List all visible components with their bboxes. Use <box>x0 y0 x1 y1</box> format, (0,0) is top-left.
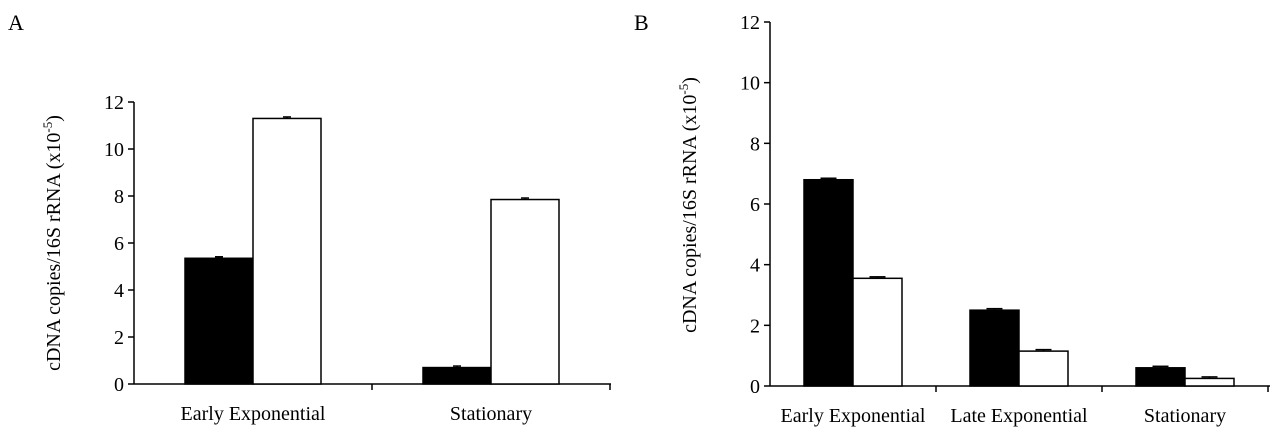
y-tick-label: 2 <box>114 327 124 349</box>
x-category-label: Early Exponential <box>781 405 926 427</box>
y-tick-label: 12 <box>104 92 124 114</box>
chart-a: 0 2 4 6 8 10 12 Early Exponential Stationary cDNA… <box>40 92 611 425</box>
y-axis-label: cDNA copies/16S rRNA (x10-5) <box>40 115 65 371</box>
y-axis-label-main: cDNA copies/16S rRNA (x10 <box>43 133 65 371</box>
y-axis-label-main: cDNA copies/16S rRNA (x10 <box>679 95 701 333</box>
y-axis-label-close: ) <box>43 115 65 122</box>
y-tick-label: 6 <box>114 233 124 255</box>
bar <box>803 178 854 387</box>
bar <box>490 198 560 385</box>
bar <box>1184 377 1235 387</box>
y-tick-label: 6 <box>750 194 760 216</box>
x-category-label: Late Exponential <box>950 405 1088 427</box>
panel-a-label: A <box>8 10 24 35</box>
bar <box>852 277 903 387</box>
bar <box>422 366 492 385</box>
y-axis-label-close: ) <box>679 77 701 84</box>
y-tick-label: 10 <box>104 139 124 161</box>
panel-b-label: B <box>634 10 649 35</box>
y-tick-label: 0 <box>114 374 124 396</box>
x-category-label: Stationary <box>1144 405 1226 427</box>
y-axis-label: cDNA copies/16S rRNA (x10-5) <box>676 77 701 333</box>
bar <box>1018 350 1069 387</box>
y-tick-label: 10 <box>740 73 760 95</box>
y-tick-label: 4 <box>750 255 760 277</box>
bar <box>252 117 322 385</box>
chart-b: 0 2 4 6 8 10 12 Early Exponential Late Exponenti… <box>676 12 1270 427</box>
y-tick-label: 8 <box>750 133 760 155</box>
bar <box>184 257 254 385</box>
y-tick-label: 8 <box>114 186 124 208</box>
x-category-label: Early Exponential <box>181 403 326 425</box>
y-tick-label: 0 <box>750 376 760 398</box>
y-axis-label-exponent: -5 <box>40 122 55 133</box>
bar <box>1135 367 1186 387</box>
bar <box>969 309 1020 387</box>
y-tick-label: 2 <box>750 315 760 337</box>
y-tick-label: 4 <box>114 280 124 302</box>
y-axis-label-exponent: -5 <box>676 84 691 95</box>
x-category-label: Stationary <box>450 403 532 425</box>
y-tick-label: 12 <box>740 12 760 34</box>
